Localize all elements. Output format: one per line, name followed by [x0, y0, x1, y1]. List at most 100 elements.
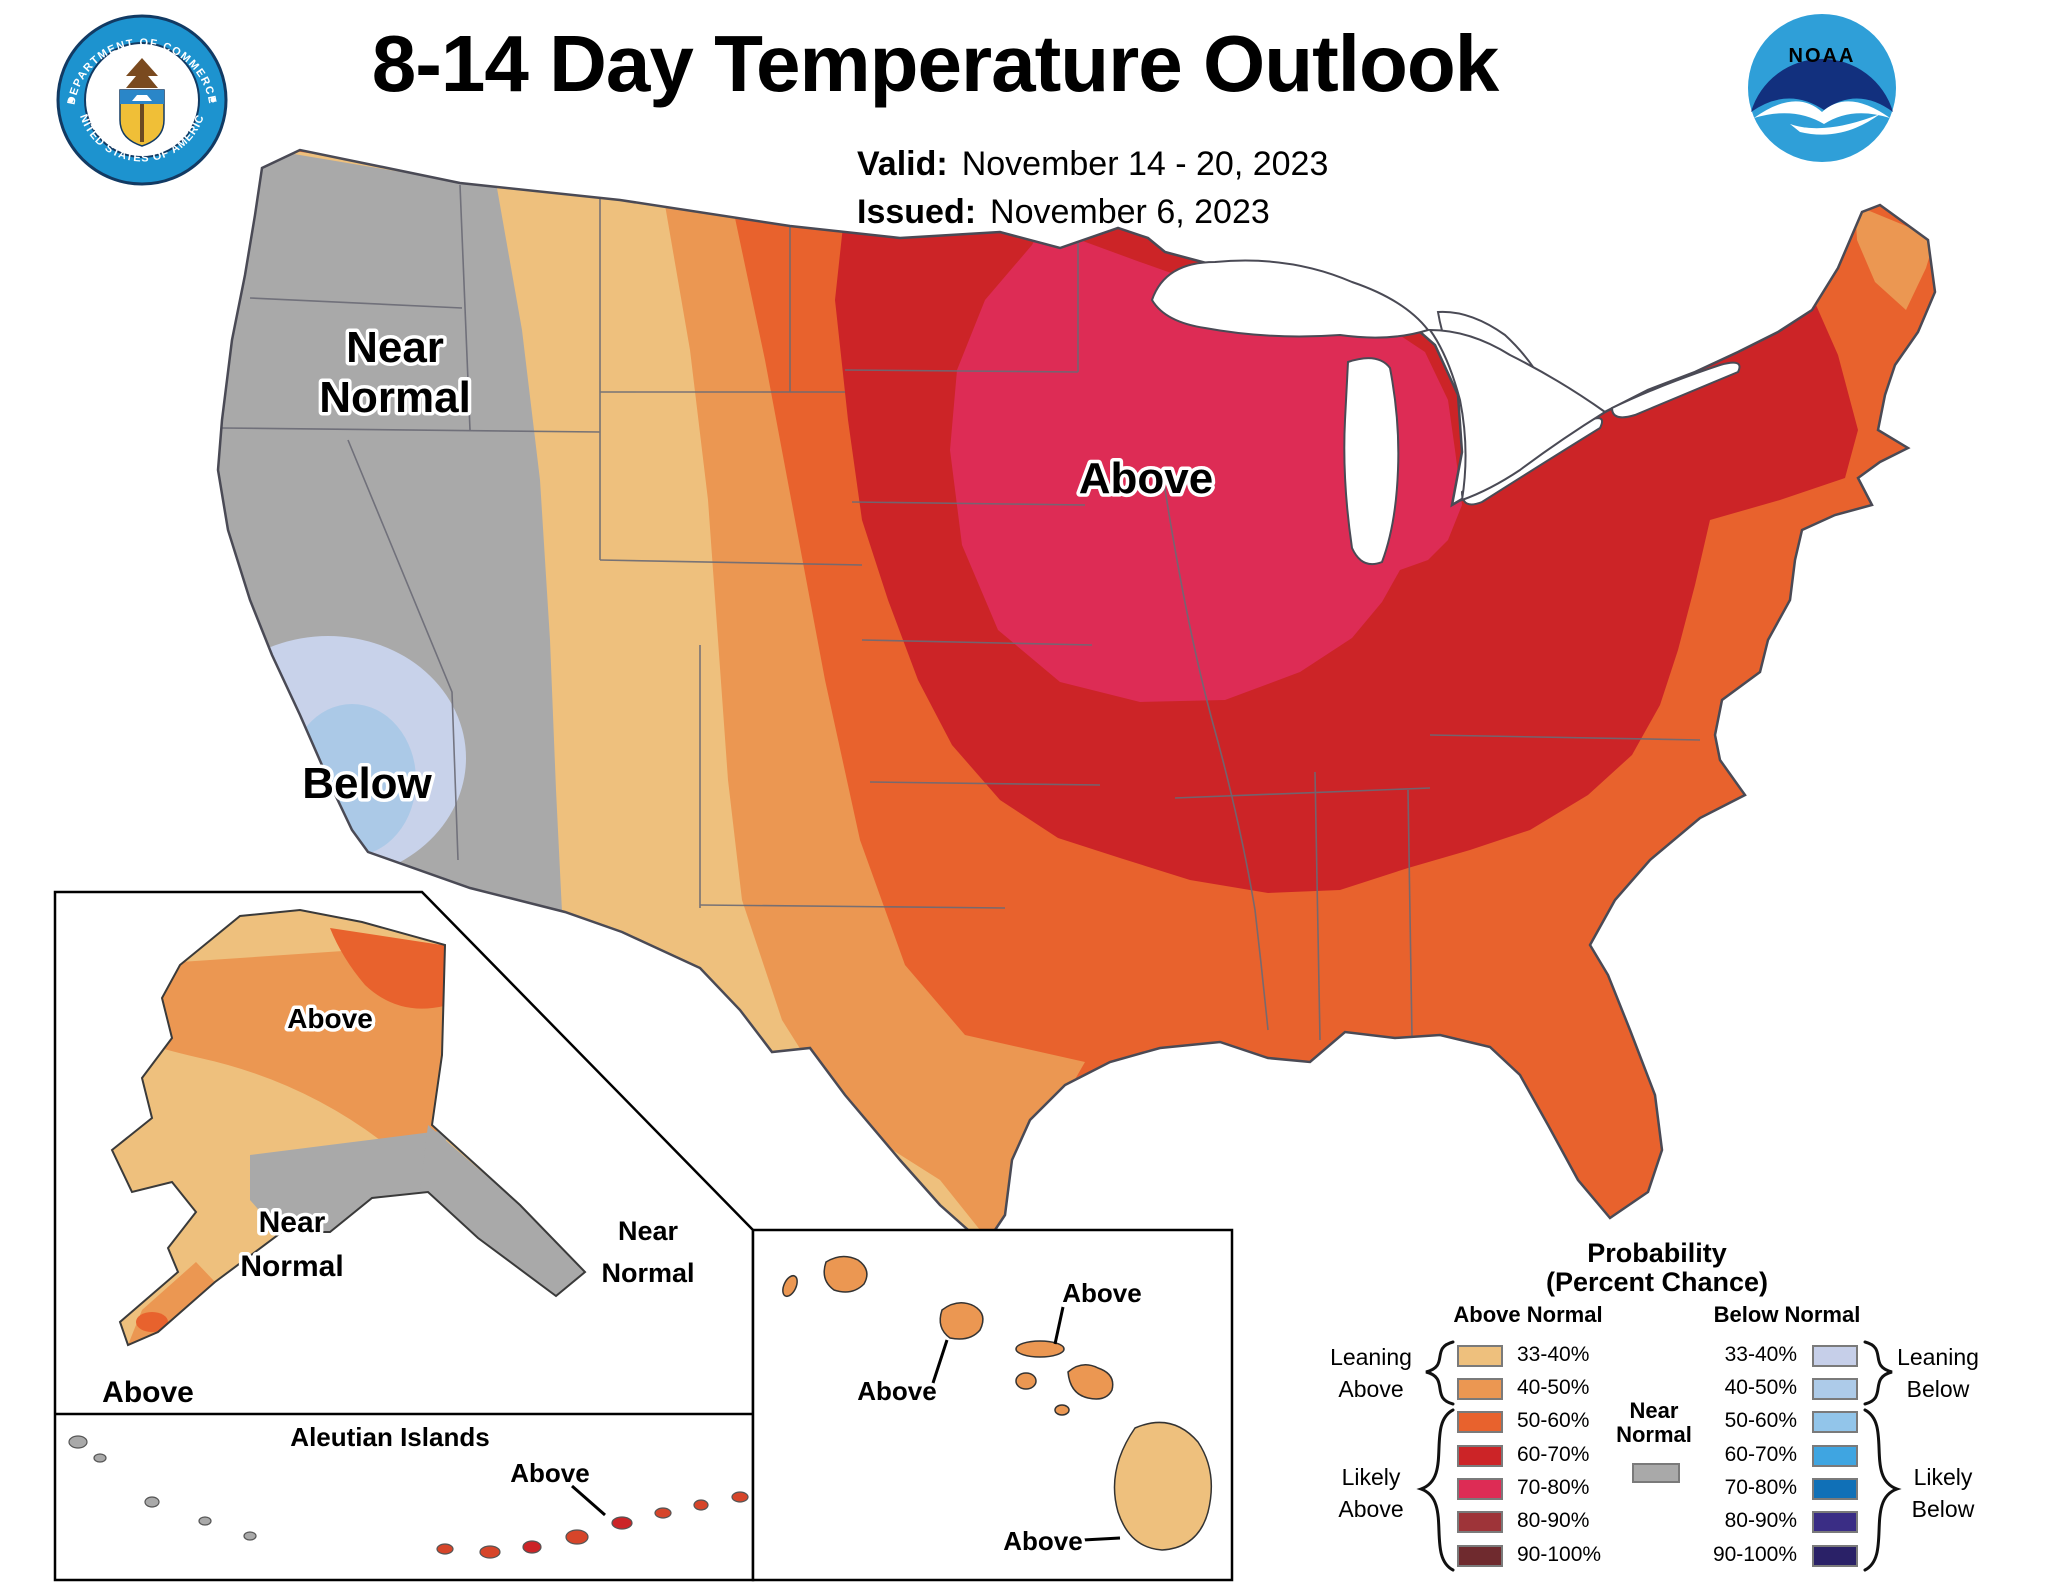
brace-likely-below [1863, 1408, 1902, 1572]
legend-likely-below-line2: Below [1911, 1496, 1975, 1522]
label-alaska-near-line2: Normal [240, 1250, 343, 1283]
legend-swatch-above-80-90 [1457, 1511, 1503, 1533]
legend-label-below-60-70: 60-70% [1724, 1443, 1797, 1466]
alaska-peninsula-50-60 [136, 1312, 168, 1332]
island-maui [1067, 1364, 1114, 1400]
label-aleutian-above: Above [510, 1458, 589, 1488]
lake-ontario [1610, 361, 1741, 419]
island-molokai [1015, 1340, 1065, 1358]
aleutian-above-pointer [571, 1484, 606, 1517]
noaa-bird-wing-icon [1790, 114, 1880, 135]
legend-swatch-below-70-80 [1812, 1478, 1858, 1500]
noaa-logo: NOAA [1748, 14, 1896, 162]
legend-swatch-below-40-50 [1812, 1378, 1858, 1400]
issued-label: Issued: [857, 193, 977, 231]
label-alaska-near-line1: Near [259, 1206, 326, 1239]
legend-label-above-33-40: 33-40% [1517, 1343, 1590, 1366]
alaska-region-near-normal [250, 1130, 448, 1234]
legend-label-above-60-70: 60-70% [1517, 1443, 1590, 1466]
legend-label-above-70-80: 70-80% [1517, 1476, 1590, 1499]
label-hawaii-above-big-island: Above [1003, 1526, 1082, 1556]
aleutian-islands-chain [68, 1435, 749, 1559]
legend-below-header: Below Normal [1713, 1302, 1861, 1327]
legend-label-below-80-90: 80-90% [1724, 1509, 1797, 1532]
island-niihau [782, 1274, 798, 1298]
seal-star-right [210, 97, 216, 103]
legend-title: Probability [1587, 1238, 1727, 1268]
label-conus-near-normal-line1: Near [346, 323, 444, 372]
legend-label-below-40-50: 40-50% [1724, 1376, 1797, 1399]
legend-near-normal-line2: Normal [1616, 1422, 1692, 1447]
label-conus-below: Below [302, 759, 432, 808]
island-lanai [1015, 1372, 1037, 1390]
legend-leaning-above-line2: Above [1338, 1376, 1404, 1402]
legend-leaning-below-line2: Below [1906, 1376, 1970, 1402]
legend-braces [1416, 1340, 1902, 1572]
seal-star-left [68, 97, 74, 103]
legend-label-below-50-60: 50-60% [1724, 1409, 1797, 1432]
valid-line: Valid: November 14 - 20, 2023 [857, 140, 1328, 188]
legend-label-below-90-100: 90-100% [1712, 1543, 1797, 1566]
maui-pointer [1053, 1306, 1065, 1345]
legend-label-above-90-100: 90-100% [1517, 1543, 1602, 1566]
legend-label-above-50-60: 50-60% [1517, 1409, 1590, 1432]
issued-value: November 6, 2023 [990, 193, 1270, 231]
island-kahoolawe [1054, 1404, 1070, 1416]
legend-label-below-33-40: 33-40% [1724, 1343, 1797, 1366]
legend-swatch-below-80-90 [1812, 1511, 1858, 1533]
legend-swatch-below-50-60 [1812, 1411, 1858, 1433]
label-alaska-above-north: Above [287, 1003, 373, 1034]
legend-swatch-below-60-70 [1812, 1445, 1858, 1467]
legend-swatch-above-50-60 [1457, 1411, 1503, 1433]
label-alaska-above-peninsula: Above [102, 1376, 194, 1409]
legend-swatch-near-normal [1632, 1463, 1680, 1483]
oahu-pointer [931, 1339, 949, 1384]
noaa-bird-icon [1754, 101, 1890, 124]
state-borders [221, 184, 1701, 1041]
label-hawaii-above-oahu: Above [857, 1376, 936, 1406]
seal-eagle-and-shield [119, 58, 165, 147]
alaska-inset: Above Near Normal Above Near Normal Aleu… [53, 890, 755, 1582]
island-oahu [939, 1302, 984, 1340]
legend-swatch-above-60-70 [1457, 1445, 1503, 1467]
label-conus-near-normal-line2: Normal [319, 373, 471, 422]
alaska-panhandle-near-normal [420, 1125, 585, 1296]
label-hawaii-above-maui: Above [1062, 1278, 1141, 1308]
legend-label-above-80-90: 80-90% [1517, 1509, 1590, 1532]
brace-likely-above [1416, 1408, 1455, 1572]
alaska-region-40-50 [112, 944, 448, 1140]
legend-swatch-above-70-80 [1457, 1478, 1503, 1500]
issue-block: Valid: November 14 - 20, 2023 Issued: Nove… [857, 140, 1328, 236]
legend-near-normal-line1: Near [1629, 1398, 1679, 1423]
brace-leaning-below [1863, 1340, 1893, 1406]
doc-seal: DEPARTMENT OF COMMERCE UNITED STATES OF … [0, 0, 228, 186]
lake-michigan [1343, 357, 1400, 566]
legend-leaning-below-line1: Leaning [1897, 1344, 1979, 1370]
great-lakes [1150, 259, 1741, 566]
page-title: 8-14 Day Temperature Outlook [371, 19, 1499, 108]
legend-label-below-70-80: 70-80% [1724, 1476, 1797, 1499]
ontario-canada-land [1428, 328, 1607, 502]
label-aleutian-islands: Aleutian Islands [290, 1422, 489, 1452]
label-alaska-panhandle-near-line1: Near [618, 1216, 679, 1246]
legend-subtitle: (Percent Chance) [1545, 1267, 1769, 1297]
legend-leaning-above-line1: Leaning [1330, 1344, 1412, 1370]
probability-legend: Probability (Percent Chance) Above Norma… [1320, 1238, 2048, 1583]
valid-value: November 14 - 20, 2023 [961, 145, 1329, 183]
legend-likely-above-line2: Above [1338, 1496, 1404, 1522]
valid-label: Valid: [857, 145, 948, 183]
label-alaska-panhandle-near-line2: Normal [601, 1258, 694, 1288]
legend-swatch-above-40-50 [1457, 1378, 1503, 1400]
legend-likely-below-line1: Likely [1913, 1464, 1973, 1490]
hawaii-inset: Above Above Above [751, 1228, 1234, 1582]
legend-label-above-40-50: 40-50% [1517, 1376, 1590, 1399]
hawaii-islands [782, 1255, 1213, 1551]
noaa-logo-text: NOAA [1789, 45, 1856, 67]
alaska-region-50-60 [330, 928, 448, 1009]
legend-swatch-below-33-40 [1812, 1345, 1858, 1367]
label-conus-above: Above [1079, 454, 1213, 503]
legend-swatch-below-90-100 [1812, 1545, 1858, 1567]
legend-above-header: Above Normal [1453, 1302, 1603, 1327]
